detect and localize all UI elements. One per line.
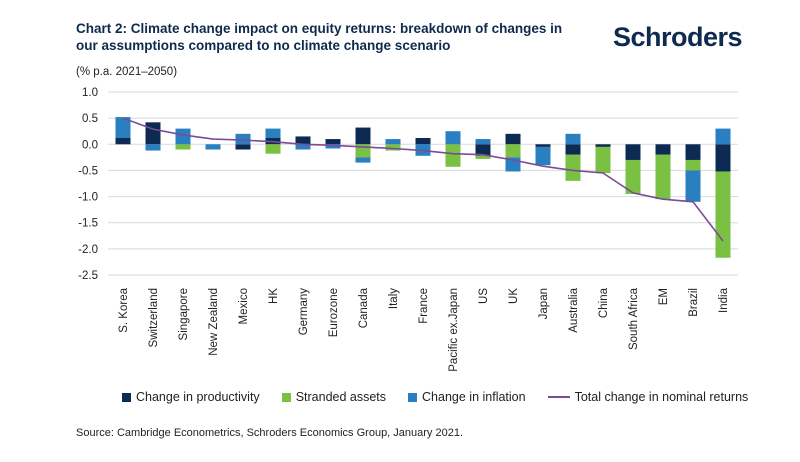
legend-line-total	[547, 396, 570, 398]
x-tick-label: Japan	[538, 288, 550, 319]
bar-segment	[475, 144, 491, 156]
y-tick-label: 1.0	[82, 87, 98, 99]
bar-segment	[535, 144, 551, 147]
bar-segment	[205, 144, 221, 150]
bar-segment	[655, 154, 671, 200]
legend-item-total: Total change in nominal returns	[547, 390, 749, 404]
bar-segment	[355, 127, 371, 145]
bar-segment	[475, 139, 491, 145]
bar-segment	[355, 157, 371, 163]
bar-segment	[595, 144, 611, 147]
bar-segment	[475, 155, 491, 159]
legend-item-productivity: Change in productivity	[122, 390, 260, 404]
bar-segment	[325, 139, 341, 145]
chart-title: Chart 2: Climate change impact on equity…	[76, 21, 563, 53]
bar-segment	[175, 144, 191, 150]
bar-segment	[625, 144, 641, 160]
legend-swatch-productivity	[122, 392, 131, 402]
x-tick-label: Switzerland	[148, 288, 160, 347]
bar-segment	[415, 138, 431, 145]
bar-segment	[565, 133, 581, 145]
y-tick-label: -1.5	[78, 218, 98, 230]
bar-segment	[445, 131, 461, 145]
bar-segment	[265, 144, 281, 154]
bar-segment	[445, 144, 461, 167]
bar-segment	[595, 146, 611, 174]
bar-segment	[235, 133, 251, 145]
x-tick-label: Australia	[568, 287, 580, 332]
bar-segment	[655, 144, 671, 155]
x-tick-label: S. Korea	[118, 287, 130, 332]
legend-label-inflation: Change in inflation	[422, 390, 526, 404]
bar-segment	[535, 146, 551, 166]
x-tick-label: New Zealand	[208, 288, 220, 356]
legend-swatch-stranded	[281, 392, 291, 402]
bar-segment	[385, 139, 401, 145]
bar-segment	[145, 122, 161, 145]
bar-segment	[145, 144, 161, 151]
legend-label-stranded: Stranded assets	[295, 390, 387, 404]
x-tick-label: France	[418, 288, 430, 324]
y-tick-label: -2.0	[78, 244, 98, 256]
legend-item-inflation: Change in inflation	[408, 390, 526, 404]
source-note: Source: Cambridge Econometrics, Schroder…	[76, 427, 464, 439]
bar-segment	[715, 144, 731, 172]
y-tick-label: -1.0	[78, 192, 98, 204]
x-tick-label: India	[718, 287, 730, 313]
x-tick-label: Pacific ex.Japan	[448, 288, 460, 372]
unit-label: (% p.a. 2021–2050)	[76, 66, 178, 78]
x-tick-label: US	[478, 288, 490, 304]
x-tick-label: Germany	[298, 288, 310, 336]
y-tick-label: -0.5	[78, 165, 98, 177]
legend-label-productivity: Change in productivity	[136, 390, 260, 404]
bar-segment	[325, 144, 341, 149]
x-tick-label: HK	[268, 288, 280, 304]
bar-segment	[715, 128, 731, 145]
bar-segment	[265, 128, 281, 139]
bar-segment	[505, 133, 521, 145]
x-tick-label: South Africa	[628, 287, 640, 350]
bar-segment	[715, 171, 731, 258]
bar-segment	[235, 144, 251, 150]
x-tick-label: Italy	[388, 288, 400, 309]
x-tick-label: EM	[658, 288, 670, 305]
bar-segment	[385, 144, 401, 151]
bar-segment	[295, 136, 311, 145]
schroders-logo: Schroders	[612, 22, 743, 52]
x-tick-label: Eurozone	[328, 288, 340, 337]
bar-segment	[685, 159, 701, 171]
bar-segment	[115, 117, 131, 139]
bar-segment	[505, 144, 521, 158]
y-tick-label: 0.0	[82, 139, 98, 151]
bar-segment	[565, 144, 581, 155]
x-tick-label: Mexico	[238, 288, 250, 324]
x-tick-label: China	[598, 287, 610, 318]
legend: Change in productivity Stranded assets C…	[122, 390, 770, 404]
bar-segment	[565, 154, 581, 181]
x-tick-label: UK	[508, 288, 520, 304]
x-tick-label: Canada	[358, 287, 370, 328]
bar-segment	[175, 128, 191, 145]
x-tick-label: Brazil	[688, 288, 700, 317]
total-change-line	[122, 117, 724, 242]
legend-swatch-inflation	[408, 392, 418, 402]
x-tick-label: Singapore	[178, 288, 190, 340]
y-tick-label: -2.5	[78, 270, 98, 282]
legend-item-stranded: Stranded assets	[281, 390, 387, 404]
bar-segment	[685, 144, 701, 160]
bar-segment	[685, 170, 701, 202]
y-tick-label: 0.5	[82, 113, 98, 125]
bar-segment	[625, 159, 641, 194]
legend-label-total: Total change in nominal returns	[574, 390, 749, 404]
bar-segment	[295, 144, 311, 150]
bar-segment	[115, 138, 131, 145]
